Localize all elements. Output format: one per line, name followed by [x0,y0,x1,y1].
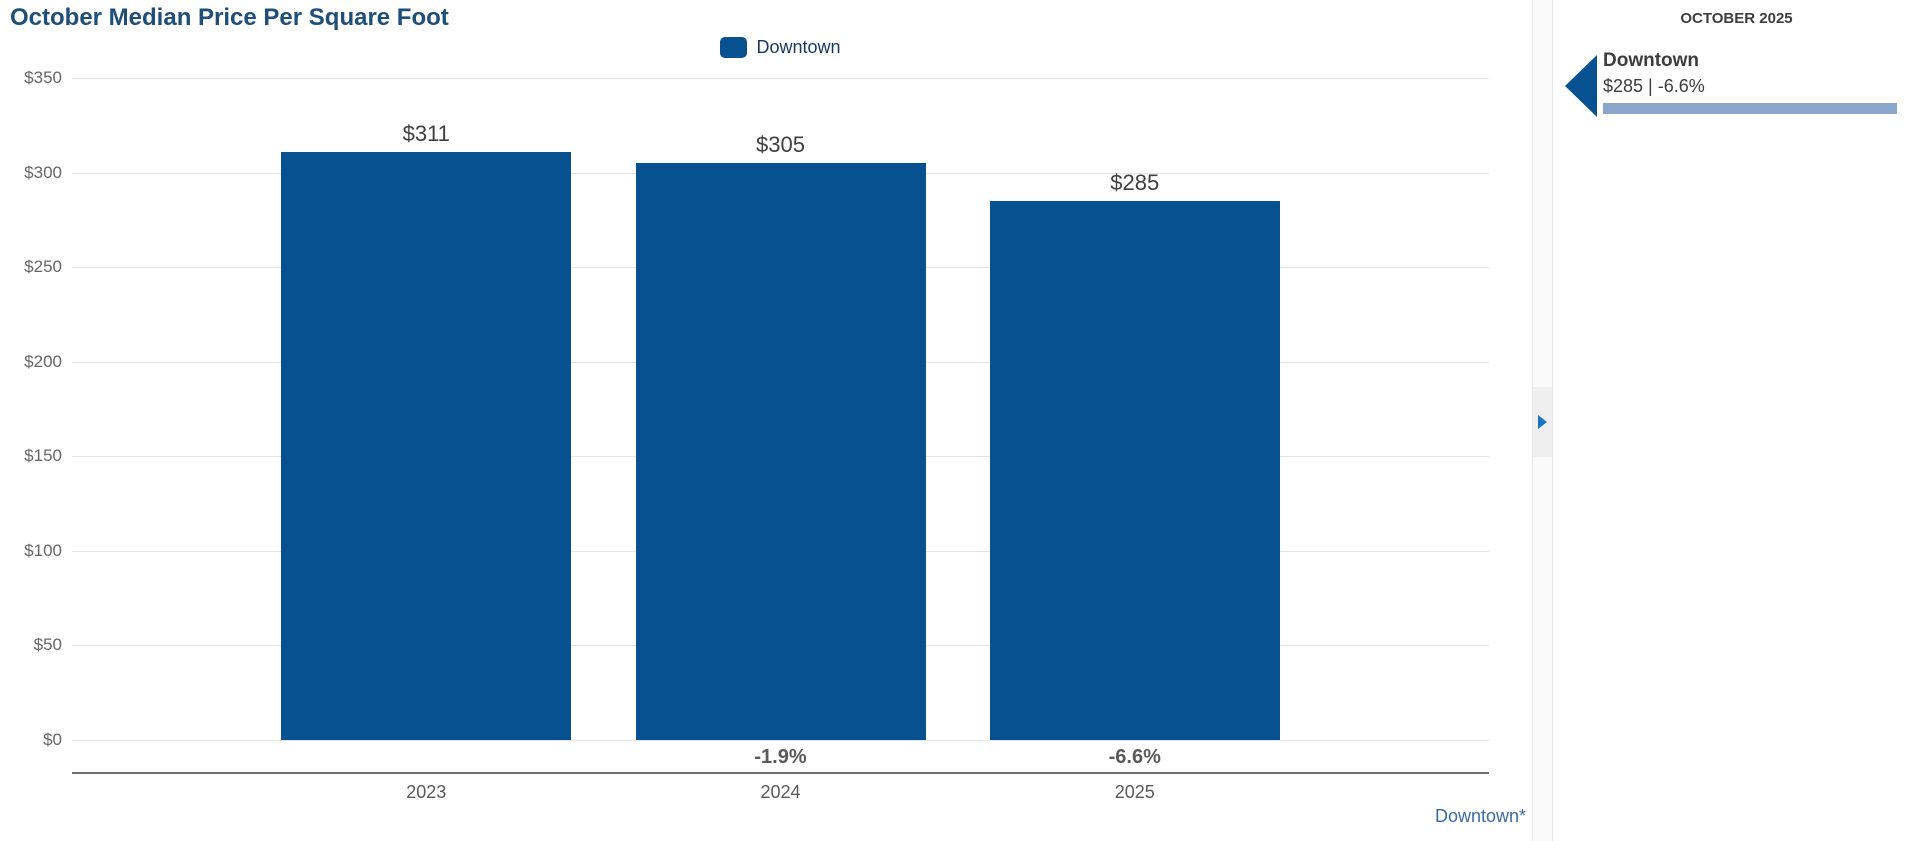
plot-area: $311 $305 $285 [72,78,1489,741]
pct-change-label: -6.6% [1108,746,1161,768]
y-tick-label: $250 [24,257,62,277]
bar-value-label: $305 [756,132,805,158]
footer-link[interactable]: Downtown* [1434,806,1526,826]
sidebar-item-downtown[interactable]: Downtown $285 | -6.6% [1553,44,1920,134]
sidebar-item-value: $285 | -6.6% [1603,76,1705,96]
y-tick-label: $50 [33,635,62,655]
x-axis-line [72,772,1489,774]
arrow-left-icon [1565,55,1597,117]
x-tick-label: 2025 [1114,782,1155,802]
bar-2024[interactable] [635,163,926,740]
y-tick-label: $100 [24,540,62,560]
y-tick-label: $0 [43,730,62,749]
y-tick-label: $200 [24,351,62,371]
x-tick-label: 2023 [406,782,447,802]
y-tick-label: $300 [24,162,62,182]
bar-value-label: $311 [402,120,450,146]
legend[interactable]: Downtown [72,32,1489,62]
page-title: October Median Price Per Square Foot [10,4,449,31]
legend-swatch-icon [720,36,748,58]
sidebar-header: OCTOBER 2025 [1680,10,1793,27]
bar-2025[interactable] [989,200,1280,740]
bar-value-label: $285 [1110,169,1160,195]
legend-label: Downtown [756,36,841,57]
gridline [72,740,1489,741]
gridline [72,78,1489,79]
y-axis-labels: $350 $300 $250 $200 $150 $100 $50 $0 [0,68,62,749]
chevron-right-icon [1538,415,1547,429]
y-tick-label: $150 [24,446,62,466]
bar-2023[interactable] [281,151,572,740]
expand-panel-button[interactable] [1533,387,1552,457]
y-tick-label: $350 [24,68,62,87]
sidebar-item-bar [1603,103,1897,114]
sidebar-item-name: Downtown [1603,50,1700,71]
summary-sidebar: OCTOBER 2025 Downtown $285 | -6.6% [1553,0,1920,841]
pct-change-label: -1.9% [754,746,807,768]
x-tick-label: 2024 [760,782,801,802]
panel-divider [1532,0,1553,841]
